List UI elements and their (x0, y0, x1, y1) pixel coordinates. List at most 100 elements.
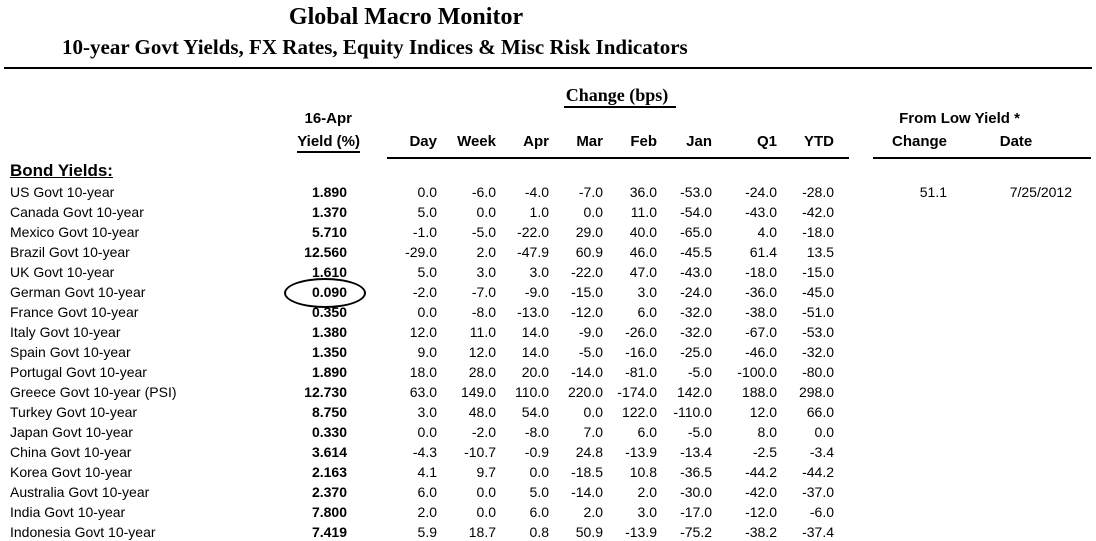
change-value: -174.0 (617, 384, 657, 400)
change-value: -4.0 (524, 184, 549, 200)
change-value: -6.0 (809, 504, 834, 520)
from-low-date-value: 7/25/2012 (1009, 184, 1072, 200)
from-low-date-value (952, 462, 1080, 482)
change-value: -80.0 (802, 364, 834, 380)
from-low-change-value (839, 482, 952, 502)
from-low-underline (873, 157, 1091, 159)
from-low-date-value (952, 242, 1080, 262)
yield-header-line1: 16-Apr (304, 110, 352, 127)
column-header-week: Week (457, 133, 496, 150)
change-value: -8.0 (471, 304, 496, 320)
change-value: 10.8 (629, 464, 657, 480)
row-label: Portugal Govt 10-year (10, 364, 147, 380)
change-value: 48.0 (468, 404, 496, 420)
change-value: -65.0 (680, 224, 712, 240)
change-value: -46.0 (745, 344, 777, 360)
change-value: 2.0 (417, 504, 437, 520)
change-value: 54.0 (521, 404, 549, 420)
row-label: Mexico Govt 10-year (10, 224, 140, 240)
change-value: -100.0 (737, 364, 777, 380)
column-header-apr: Apr (523, 133, 549, 150)
change-value: -75.2 (680, 524, 712, 540)
yield-value: 0.350 (311, 304, 347, 320)
change-columns-underline (387, 157, 849, 159)
change-value: -18.0 (745, 264, 777, 280)
yield-value: 0.330 (311, 424, 347, 440)
row-label: Korea Govt 10-year (10, 464, 133, 480)
change-value: 9.7 (476, 464, 496, 480)
change-value: 3.0 (529, 264, 549, 280)
from-low-yield-header: From Low Yield * (899, 110, 1020, 127)
change-value: -2.0 (412, 284, 437, 300)
change-value: -6.0 (471, 184, 496, 200)
change-value: -18.0 (802, 224, 834, 240)
change-value: -5.0 (578, 344, 603, 360)
column-header-day: Day (409, 133, 437, 150)
change-value: 3.0 (417, 404, 437, 420)
yield-value: 1.380 (311, 324, 347, 340)
from-low-change-value (839, 222, 952, 242)
column-header-mar: Mar (576, 133, 603, 150)
change-value: -18.5 (571, 464, 603, 480)
change-value: 2.0 (476, 244, 496, 260)
from-low-change-value (839, 502, 952, 522)
change-value: -0.9 (524, 444, 549, 460)
change-value: 40.0 (629, 224, 657, 240)
row-label: Turkey Govt 10-year (10, 404, 138, 420)
change-value: 2.0 (637, 484, 657, 500)
from-low-change-header: Change (891, 133, 947, 150)
change-value: -5.0 (687, 424, 712, 440)
change-value: 36.0 (629, 184, 657, 200)
change-value: 3.0 (637, 284, 657, 300)
change-value: -43.0 (680, 264, 712, 280)
row-label: Japan Govt 10-year (10, 424, 133, 440)
row-label: UK Govt 10-year (10, 264, 115, 280)
change-value: 6.0 (529, 504, 549, 520)
change-value: 18.0 (409, 364, 437, 380)
change-value: 9.0 (417, 344, 437, 360)
from-low-change-value (839, 382, 952, 402)
row-label: France Govt 10-year (10, 304, 139, 320)
change-value: 28.0 (468, 364, 496, 380)
yield-value: 1.610 (311, 264, 347, 280)
from-low-change-value (839, 342, 952, 362)
change-value: -13.9 (625, 444, 657, 460)
row-label: India Govt 10-year (10, 504, 126, 520)
change-value: -12.0 (745, 504, 777, 520)
change-value: -15.0 (802, 264, 834, 280)
from-low-change-value (839, 442, 952, 462)
change-value: -14.0 (571, 364, 603, 380)
from-low-date-value (952, 262, 1080, 282)
row-label: Greece Govt 10-year (PSI) (10, 384, 177, 400)
change-value: 13.5 (806, 244, 834, 260)
yield-value: 1.890 (311, 364, 347, 380)
change-value: 46.0 (629, 244, 657, 260)
from-low-date-value (952, 442, 1080, 462)
change-value: -32.0 (680, 324, 712, 340)
section-label-bond-yields: Bond Yields: (10, 161, 113, 180)
row-label: China Govt 10-year (10, 444, 132, 460)
row-label: Australia Govt 10-year (10, 484, 150, 500)
change-value: -25.0 (680, 344, 712, 360)
yield-value: 1.370 (311, 204, 347, 220)
change-value: -30.0 (680, 484, 712, 500)
change-value: 5.0 (417, 264, 437, 280)
change-value: 1.0 (529, 204, 549, 220)
report-subtitle: 10-year Govt Yields, FX Rates, Equity In… (62, 35, 688, 59)
change-value: -4.3 (412, 444, 437, 460)
header-divider (4, 67, 1092, 69)
change-value: -9.0 (524, 284, 549, 300)
change-value: 3.0 (637, 504, 657, 520)
change-value: 12.0 (409, 324, 437, 340)
change-value: -24.0 (745, 184, 777, 200)
row-label: Spain Govt 10-year (10, 344, 131, 360)
column-header-feb: Feb (630, 133, 657, 150)
change-value: -44.2 (745, 464, 777, 480)
circle-annotation (284, 278, 366, 308)
row-label: German Govt 10-year (10, 284, 146, 300)
change-value: 0.0 (583, 204, 603, 220)
row-label: Canada Govt 10-year (10, 204, 144, 220)
change-value: 14.0 (521, 324, 549, 340)
yield-value: 5.710 (311, 224, 347, 240)
from-low-date-value (952, 502, 1080, 522)
